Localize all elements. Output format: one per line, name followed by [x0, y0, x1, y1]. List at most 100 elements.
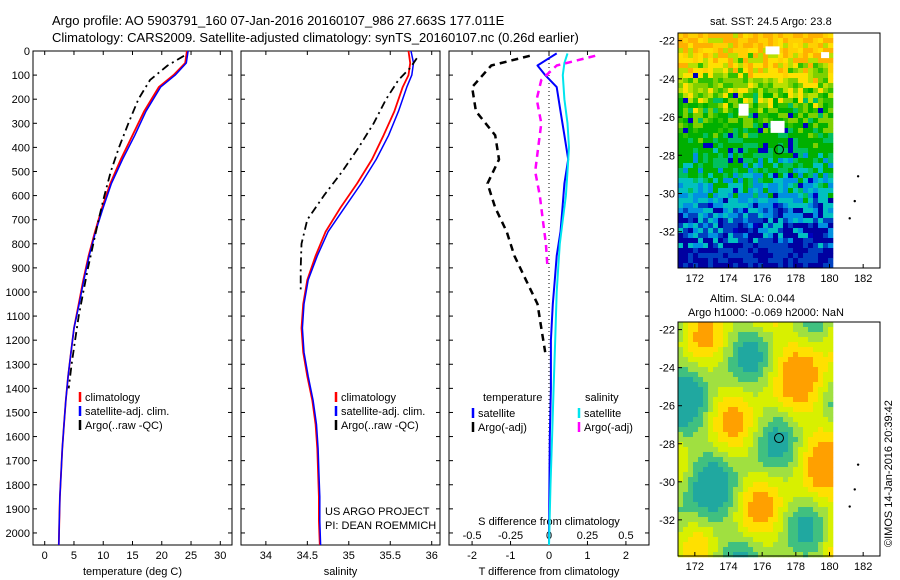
map-cell	[733, 492, 739, 498]
map-cell	[783, 457, 789, 463]
sla-map-title-line2: Argo h1000: -0.069 h2000: NaN	[688, 307, 844, 319]
map-cell	[738, 467, 744, 473]
map-cell	[683, 482, 689, 488]
map-cell	[758, 223, 764, 229]
map-cell	[733, 83, 739, 89]
map-cell	[803, 432, 809, 438]
map-cell	[733, 507, 739, 513]
map-cell	[798, 497, 804, 503]
map-cell	[813, 417, 819, 423]
map-cell	[823, 98, 829, 104]
map-cell	[803, 522, 809, 528]
map-cell	[763, 208, 769, 214]
map-cell	[783, 213, 789, 219]
map-cell	[748, 113, 754, 119]
map-cell	[813, 512, 819, 518]
map-cell	[678, 78, 684, 84]
map-cell	[688, 203, 694, 209]
map-cell	[778, 183, 784, 189]
map-cell	[798, 93, 804, 99]
map-cell	[823, 347, 829, 353]
map-cell	[728, 208, 734, 214]
map-cell	[728, 223, 734, 229]
map-cell	[693, 442, 699, 448]
map-cell	[698, 412, 704, 418]
map-cell	[718, 502, 724, 508]
map-cell	[793, 347, 799, 353]
map-cell	[743, 98, 749, 104]
map-cell	[718, 377, 724, 383]
map-cell	[753, 382, 759, 388]
map-cell	[713, 352, 719, 358]
map-cell	[758, 377, 764, 383]
map-cell	[743, 88, 749, 94]
map-cell	[698, 193, 704, 199]
map-cell	[713, 412, 719, 418]
map-cell	[683, 547, 689, 553]
map-cell	[803, 68, 809, 74]
map-cell	[703, 103, 709, 109]
map-cell	[713, 497, 719, 503]
map-cell	[808, 407, 814, 413]
map-cell	[703, 78, 709, 84]
map-cell	[753, 442, 759, 448]
map-cell	[768, 362, 774, 368]
map-cell	[723, 83, 729, 89]
map-cell	[813, 248, 819, 254]
map-cell	[708, 342, 714, 348]
map-cell	[738, 402, 744, 408]
map-cell	[793, 512, 799, 518]
map-cell	[788, 437, 794, 443]
map-cell	[823, 462, 829, 468]
map-cell	[783, 547, 789, 553]
map-cell	[683, 243, 689, 249]
map-cell	[723, 387, 729, 393]
map-cell	[823, 38, 829, 44]
map-cell	[818, 183, 824, 189]
map-cell	[713, 467, 719, 473]
map-cell	[718, 183, 724, 189]
map-cell	[753, 342, 759, 348]
map-cell	[688, 397, 694, 403]
map-cell	[823, 133, 829, 139]
map-cell	[718, 148, 724, 154]
map-cell	[718, 372, 724, 378]
map-lon-label: 174	[719, 273, 737, 285]
map-cell	[698, 203, 704, 209]
map-cell	[753, 63, 759, 69]
map-cell	[713, 88, 719, 94]
map-cell	[728, 447, 734, 453]
island-marker	[848, 217, 851, 220]
map-cell	[788, 98, 794, 104]
map-cell	[773, 372, 779, 378]
map-cell	[753, 263, 759, 269]
map-cell	[688, 33, 694, 39]
map-cell	[758, 402, 764, 408]
map-cell	[733, 53, 739, 59]
map-cell	[678, 522, 684, 528]
map-cell	[683, 517, 689, 523]
map-cell	[723, 432, 729, 438]
map-cell	[823, 258, 829, 264]
map-cell	[733, 88, 739, 94]
map-lon-label: 176	[753, 273, 771, 285]
map-cell	[698, 462, 704, 468]
map-cell	[788, 153, 794, 159]
map-cell	[763, 497, 769, 503]
map-cell	[758, 243, 764, 249]
map-cell	[773, 402, 779, 408]
map-cell	[693, 128, 699, 134]
map-cell	[753, 532, 759, 538]
map-cell	[828, 372, 834, 378]
map-cell	[743, 233, 749, 239]
map-cell	[823, 482, 829, 488]
map-cell	[713, 218, 719, 224]
y-tick-label: 0	[24, 46, 30, 58]
map-lon-label: 182	[854, 273, 872, 285]
map-cell	[803, 243, 809, 249]
map-cell	[808, 347, 814, 353]
map-cell	[798, 183, 804, 189]
map-cell	[778, 148, 784, 154]
map-cell	[813, 357, 819, 363]
